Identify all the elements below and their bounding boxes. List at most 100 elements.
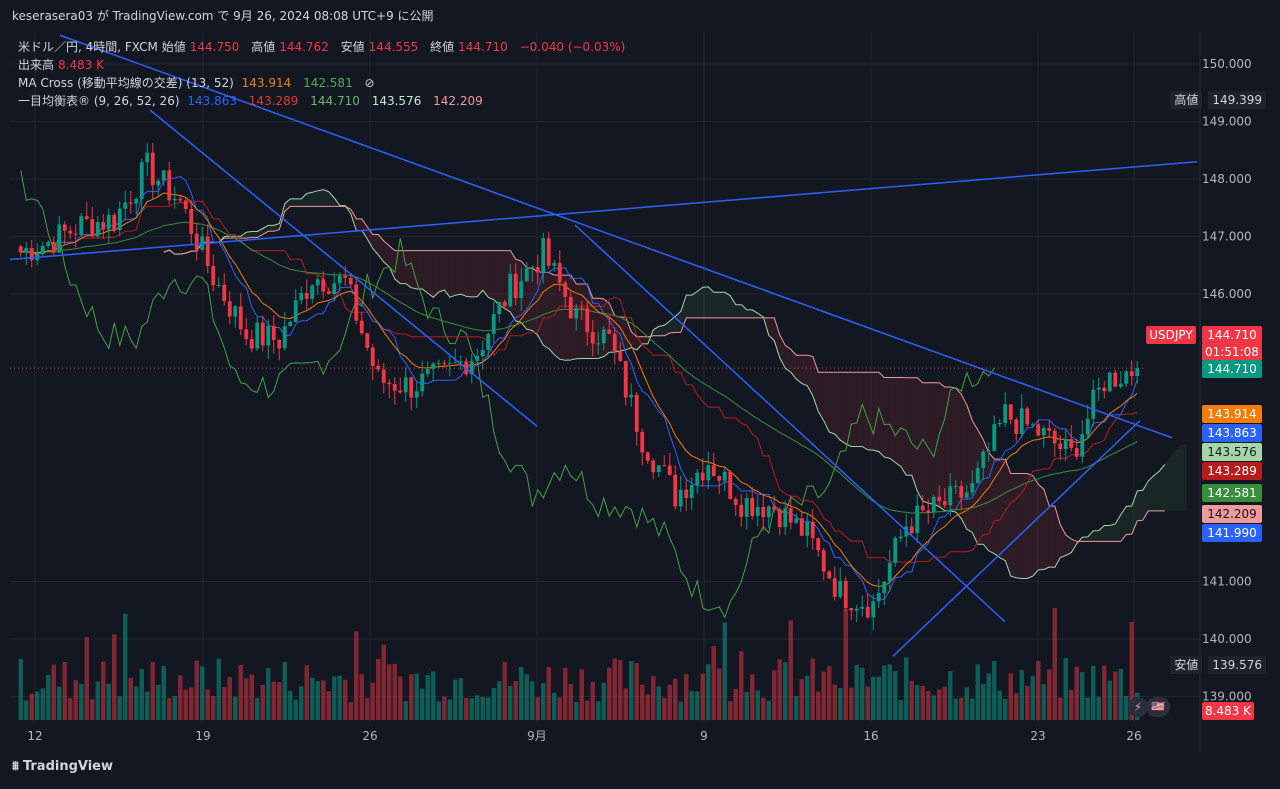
symbol-row[interactable]: 米ドル／円, 4時間, FXCM 始値 144.750 高値 144.762 安値 1… xyxy=(18,38,633,56)
ichimoku-cloud-segment xyxy=(400,250,406,284)
visibility-icon[interactable]: ⊘ xyxy=(364,76,375,90)
volume-bar xyxy=(838,687,843,720)
ichimoku-cloud-segment xyxy=(1087,530,1094,542)
volume-bar xyxy=(1036,661,1041,720)
candle-body xyxy=(326,291,331,294)
volume-bar xyxy=(266,668,271,720)
brand[interactable]: ⩩ TradingView xyxy=(12,759,113,774)
volume-bar xyxy=(629,661,634,720)
volume-bar xyxy=(24,700,29,720)
volume-bar xyxy=(981,683,986,720)
candle-body xyxy=(46,242,51,246)
candle-body xyxy=(563,282,568,297)
candle-body xyxy=(409,377,414,398)
volume-bar xyxy=(106,683,111,720)
candle-body xyxy=(156,180,161,186)
volume-bar xyxy=(574,701,579,720)
volume-bar xyxy=(1047,669,1052,720)
volume-bar xyxy=(1096,696,1101,720)
ichimoku-cloud-segment xyxy=(834,372,841,441)
candle-body xyxy=(1129,371,1134,377)
volume-bar xyxy=(1025,686,1030,720)
close-label: 終値 xyxy=(430,40,455,54)
volume-bar xyxy=(546,666,551,720)
volume-bar xyxy=(1091,666,1096,720)
volume-bar xyxy=(986,673,991,720)
ichimoku-row[interactable]: 一目均衡表® (9, 26, 52, 26) 143.863 143.289 1… xyxy=(18,92,633,110)
volume-bar xyxy=(810,658,815,720)
volume-bar xyxy=(238,664,243,720)
volume-bar xyxy=(288,690,293,720)
lightning-icon[interactable]: ⚡ xyxy=(1128,697,1148,717)
candle-body xyxy=(497,301,502,314)
volume-bar xyxy=(139,669,144,720)
price-chart[interactable]: 150.000 149.000 148.000 147.000 146.000 141.0… xyxy=(0,32,1280,752)
volume-bar xyxy=(1019,669,1024,720)
close-value: 144.710 xyxy=(458,40,508,54)
candle-body xyxy=(766,506,771,518)
volume-bar xyxy=(18,658,23,720)
volume-row[interactable]: 出来高 8.483 K xyxy=(18,56,633,74)
candle-body xyxy=(101,222,106,230)
ichimoku-cloud-segment xyxy=(251,231,258,238)
candle-body xyxy=(183,200,188,210)
low-marker-value: 139.576 xyxy=(1208,656,1266,674)
volume-bar xyxy=(315,681,320,720)
chart-area[interactable]: 150.000 149.000 148.000 147.000 146.000 141.0… xyxy=(0,32,1280,752)
change-value: −0.040 (−0.03%) xyxy=(519,40,626,54)
candle-body xyxy=(442,362,447,364)
ichimoku-tenkan-line xyxy=(20,175,1138,600)
ichimoku-cloud-segment xyxy=(537,271,544,346)
volume-bar xyxy=(216,658,221,720)
candle-body xyxy=(95,222,100,237)
volume-bar xyxy=(79,683,84,720)
volume-bar xyxy=(304,665,309,720)
candle-body xyxy=(51,242,56,253)
candle-body xyxy=(601,329,606,344)
ichimoku-cloud-segment xyxy=(972,420,978,545)
candle-body xyxy=(552,263,557,266)
ichimoku-cloud-segment xyxy=(378,234,384,262)
ichimoku-cloud-segment xyxy=(1164,455,1171,511)
ichimoku-cloud-segment xyxy=(895,377,901,467)
ichimoku-cloud-segment xyxy=(686,295,692,318)
ichimoku-cloud-segment xyxy=(884,377,890,459)
volume-bar xyxy=(656,686,661,720)
volume-bar xyxy=(1102,665,1107,720)
ichimoku-cloud-segment xyxy=(455,250,461,296)
candle-body xyxy=(585,308,590,333)
volume-bar xyxy=(343,679,348,720)
ichimoku-cloud-segment xyxy=(889,377,896,463)
ichimoku-cloud-segment xyxy=(301,193,307,207)
ichimoku-cloud-segment xyxy=(367,226,373,249)
ichimoku-cloud-segment xyxy=(290,198,296,207)
ichimoku-cloud-segment xyxy=(1120,506,1127,542)
volume-bar xyxy=(414,673,419,720)
ichimoku-cloud-segment xyxy=(669,316,676,333)
open-label: 始値 xyxy=(161,40,186,54)
ichimoku-cloud-segment xyxy=(1005,459,1011,577)
candle-body xyxy=(937,496,942,502)
volume-bar xyxy=(799,679,804,720)
volume-bar xyxy=(1074,666,1079,720)
candle-body xyxy=(761,506,766,518)
candle-body xyxy=(618,351,623,361)
ma-cross-row[interactable]: MA Cross (移動平均線の交差) (13, 52) 143.914 142… xyxy=(18,74,633,92)
candle-body xyxy=(277,339,282,349)
volume-bar xyxy=(299,686,304,720)
volume-bar xyxy=(744,691,749,720)
ichimoku-cloud-segment xyxy=(471,250,478,297)
volume-bar xyxy=(651,676,656,720)
chikou-value: 144.710 xyxy=(310,94,360,108)
volume-bar xyxy=(733,688,738,720)
volume-bar xyxy=(590,682,595,720)
flag-icon[interactable]: 🇺🇸 xyxy=(1146,697,1170,717)
candle-body xyxy=(1008,404,1013,420)
candle-body xyxy=(783,508,788,528)
volume-bar xyxy=(101,661,106,720)
candle-body xyxy=(337,275,342,284)
candle-body xyxy=(838,580,843,597)
candle-body xyxy=(722,471,727,481)
candle-body xyxy=(40,245,45,255)
ichimoku-cloud-segment xyxy=(570,275,577,361)
